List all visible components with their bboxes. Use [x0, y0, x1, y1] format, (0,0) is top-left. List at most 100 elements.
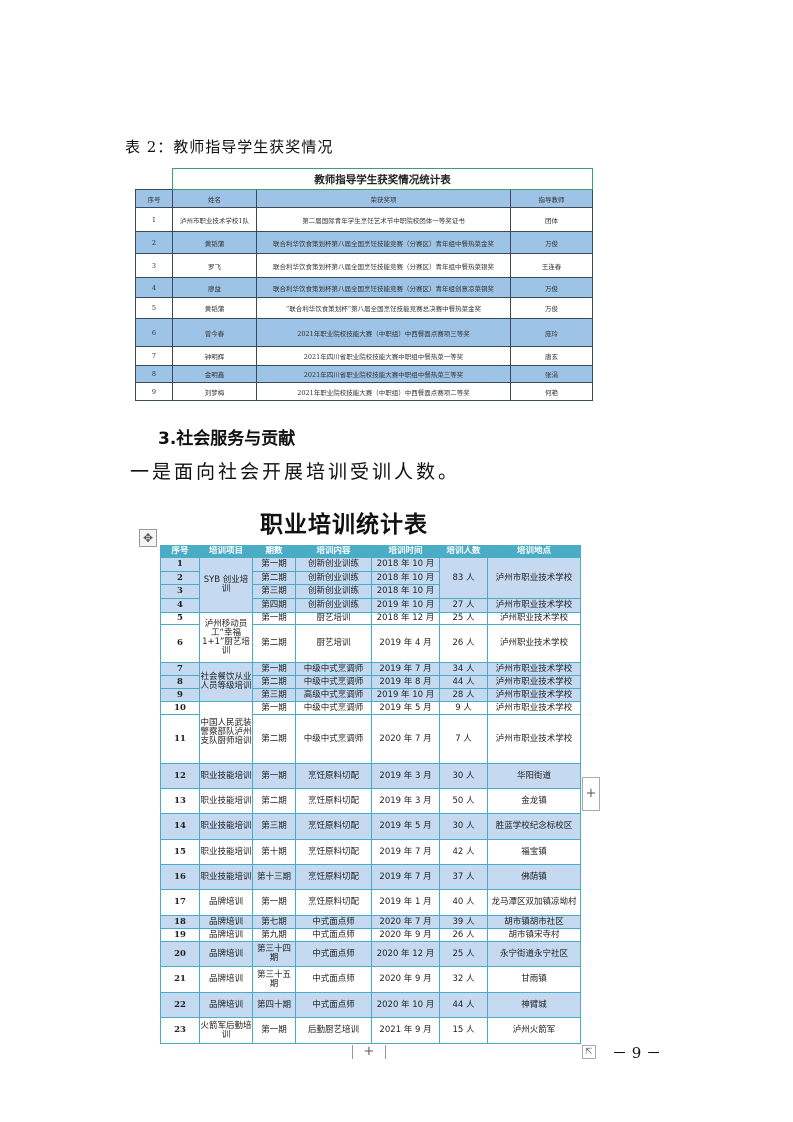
- row-number: 3: [135, 253, 173, 278]
- cell-location: 泸州市职业技术学校: [487, 675, 581, 689]
- add-column-button[interactable]: +: [582, 777, 600, 811]
- cell-time: 2018 年 12 月: [371, 612, 440, 625]
- cell-time: 2020 年 7 月: [371, 714, 440, 764]
- cell-project: 社会餐饮从业人员等级培训: [199, 662, 253, 702]
- cell-project: 品牌培训: [199, 992, 253, 1018]
- cell-project: 职业技能培训: [199, 813, 253, 840]
- cell-project: 职业技能培训: [199, 763, 253, 789]
- cell-count: 9 人: [439, 701, 488, 715]
- cell-no: 12: [160, 763, 200, 789]
- cell-content: 后勤厨艺培训: [295, 1017, 372, 1044]
- table-row: 12 职业技能培训 第一期 烹饪原料切配 2019 年 3 月 30 人华阳街道: [160, 763, 581, 789]
- column-header: 培训项目: [199, 545, 253, 558]
- teacher: 团体: [509, 207, 594, 232]
- student-name: 黄韬蒲: [172, 231, 257, 254]
- cell-content: 中级中式烹调师: [295, 662, 372, 676]
- cell-time: 2018 年 10 月: [371, 557, 440, 572]
- resize-handle-icon[interactable]: ⇱: [582, 1045, 596, 1059]
- cell-location: 泸州市职业技术学校: [487, 688, 581, 702]
- cell-no: 11: [160, 714, 200, 764]
- row-number: 6: [135, 318, 173, 347]
- cell-time: 2020 年 12 月: [371, 941, 440, 967]
- cell-content: 中式面点师: [295, 992, 372, 1018]
- column-header: 培训人数: [439, 545, 488, 558]
- cell-location: 佛荫镇: [487, 864, 581, 890]
- cell-content: 烹饪原料切配: [295, 813, 372, 840]
- table-row: 9 第三期 高级中式烹调师 2019 年 10 月 28 人泸州市职业技术学校: [160, 688, 581, 702]
- cell-count: 26 人: [439, 928, 488, 942]
- award: 2021年职业院校技能大赛（中职组）中西餐面点赛项三等奖: [256, 318, 511, 347]
- cell-count: 32 人: [439, 966, 488, 993]
- cell-period: 第九期: [252, 928, 296, 942]
- cell-no: 13: [160, 788, 200, 814]
- cell-no: 1: [160, 557, 200, 572]
- cell-project: 火箭军后勤培训: [199, 1017, 253, 1044]
- student-name: 黄韬蒲: [172, 297, 257, 319]
- cell-location: 龙马潭区双加镇凉坳村: [487, 889, 581, 916]
- cell-no: 9: [160, 688, 200, 702]
- cell-no: 6: [160, 624, 200, 663]
- cell-count: 25 人: [439, 612, 488, 625]
- cell-period: 第三期: [252, 584, 296, 599]
- cell-content: 高级中式烹调师: [295, 688, 372, 702]
- cell-location: 胜蓝学校纪念标校区: [487, 813, 581, 840]
- table-row: 5 泸州移动员工“幸福 1+1”厨艺培训 第一期 厨艺培训 2018 年 12 月 25 …: [160, 612, 581, 663]
- teacher: 庞玲: [509, 318, 594, 347]
- table-row: 6 曾今春 2021年职业院校技能大赛（中职组）中西餐面点赛项三等奖 庞玲: [135, 318, 594, 347]
- cell-project: 品牌培训: [199, 915, 253, 929]
- cell-count: 37 人: [439, 864, 488, 890]
- cell-project: 品牌培训: [199, 889, 253, 916]
- cell-count: 30 人: [439, 813, 488, 840]
- cell-period: 第一期: [252, 763, 296, 789]
- column-header: 荣获奖项: [256, 189, 511, 208]
- cell-content: 中级中式烹调师: [295, 701, 372, 715]
- cell-location: 泸州市职业技术学校: [487, 598, 581, 613]
- teacher: 唐玄: [509, 346, 594, 366]
- cell-period: 第三期: [252, 688, 296, 702]
- cell-project: 职业技能培训: [199, 788, 253, 814]
- cell-time: 2019 年 5 月: [371, 701, 440, 715]
- award: 2021年四川省职业院校技能大赛中职组中餐热菜一等奖: [256, 346, 511, 366]
- teacher: 万俊: [509, 231, 594, 254]
- table-row: 15 职业技能培训 第十期 烹饪原料切配 2019 年 7 月 42 人福宝镇: [160, 839, 581, 865]
- cell-time: 2019 年 1 月: [371, 889, 440, 916]
- cell-time: 2020 年 10 月: [371, 992, 440, 1018]
- cell-time: 2019 年 3 月: [371, 763, 440, 789]
- table-row: 8 第二期 中级中式烹调师 2019 年 8 月 44 人泸州市职业技术学校: [160, 675, 581, 689]
- cell-content: 中级中式烹调师: [295, 714, 372, 764]
- cell-project: 中国人民武装警察部队泸州支队厨师培训: [199, 701, 253, 764]
- add-row-button[interactable]: +: [352, 1045, 386, 1059]
- column-header: 指导教师: [509, 189, 594, 208]
- cell-content: 烹饪原料切配: [295, 763, 372, 789]
- table-row: 1 泸州市职业技术学校1队 第二届国际青年学生烹饪艺术节中职院校团体一等奖证书 团体: [135, 207, 594, 232]
- table-row: 2 黄韬蒲 联合利华饮食策划杯第八届全国烹饪技能竞赛（分赛区）青年组中餐热菜金奖 万俊: [135, 231, 594, 254]
- cell-content: 创新创业训练: [295, 571, 372, 585]
- table-row: 1 SYB 创业培训 第一期 创新创业训练 2018 年 10 月 83 人泸州市职业技术…: [160, 557, 581, 613]
- table-row: 3 第三期 创新创业训练 2018 年 10 月: [160, 584, 581, 599]
- cell-location: 永宁街道永宁社区: [487, 941, 581, 967]
- cell-period: 第一期: [252, 1017, 296, 1044]
- cell-location: 福宝镇: [487, 839, 581, 865]
- cell-content: 烹饪原料切配: [295, 788, 372, 814]
- table-row: 23 火箭军后勤培训 第一期 后勤厨艺培训 2021 年 9 月 15 人泸州火箭军: [160, 1017, 581, 1044]
- table-row: 5 黄韬蒲 “联合利华饮食策划杯”第八届全国烹饪技能竞赛总决赛中餐热菜金奖 万俊: [135, 297, 594, 319]
- cell-location: 金龙镇: [487, 788, 581, 814]
- award: “联合利华饮食策划杯”第八届全国烹饪技能竞赛总决赛中餐热菜金奖: [256, 297, 511, 319]
- column-header: 培训时间: [371, 545, 440, 558]
- move-handle-icon[interactable]: ✥: [139, 529, 157, 547]
- award-table: 教师指导学生获奖情况统计表 序号 姓名 荣获奖项 指导教师 1 泸州市职业技术学校1队 第二届…: [135, 168, 594, 401]
- cell-project: 品牌培训: [199, 941, 253, 967]
- cell-content: 中级中式烹调师: [295, 675, 372, 689]
- cell-content: 中式面点师: [295, 928, 372, 942]
- cell-content: 中式面点师: [295, 966, 372, 993]
- row-number: 5: [135, 297, 173, 319]
- cell-count: 27 人: [439, 598, 488, 613]
- table-row: 4 廖益 联合利华饮食策划杯第八届全国烹饪技能竞赛（分赛区）青年组创意凉菜铜奖 万俊: [135, 277, 594, 298]
- cell-location: 泸州市职业技术学校: [487, 557, 581, 599]
- cell-time: 2021 年 9 月: [371, 1017, 440, 1044]
- header-row: 序号 培训项目 期数 培训内容 培训时间 培训人数 培训地点: [160, 545, 581, 558]
- cell-content: 烹饪原料切配: [295, 864, 372, 890]
- student-name: 泸州市职业技术学校1队: [172, 207, 257, 232]
- cell-count: 42 人: [439, 839, 488, 865]
- cell-count: 44 人: [439, 992, 488, 1018]
